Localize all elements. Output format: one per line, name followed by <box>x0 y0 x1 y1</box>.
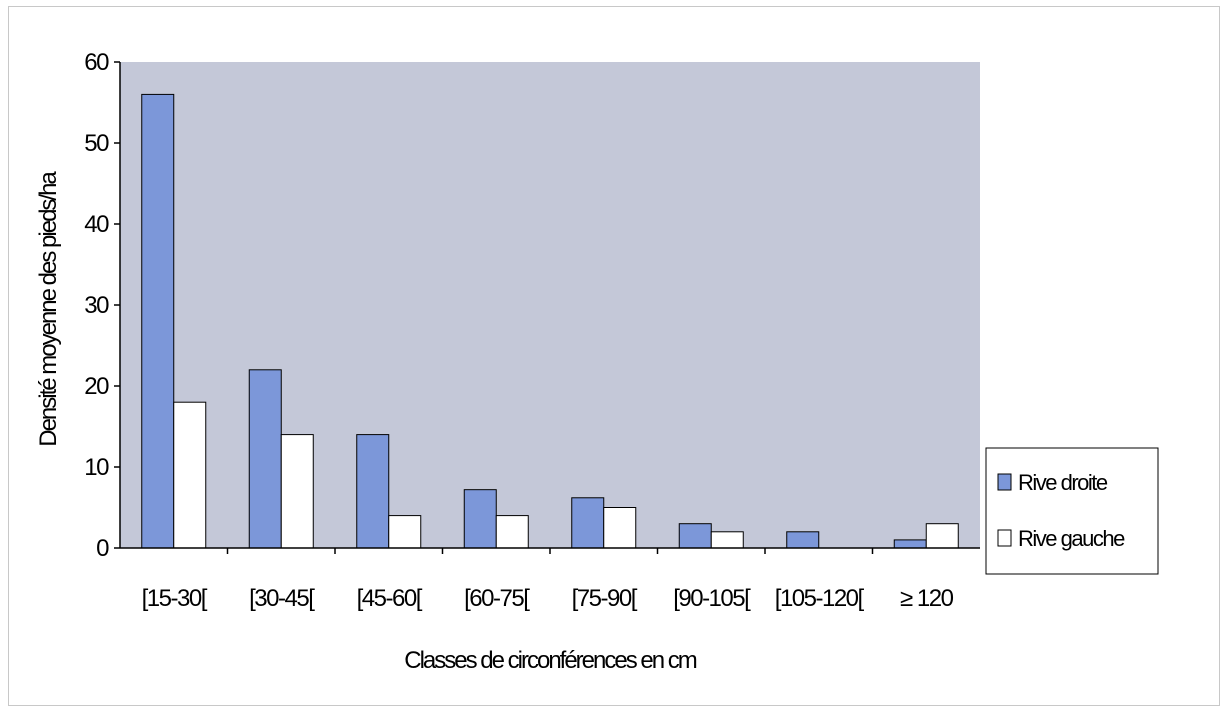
legend-label-rive-gauche: Rive gauche <box>1018 526 1125 551</box>
x-tick-label: [75-90[ <box>572 585 638 612</box>
bars-layer <box>141 93 959 549</box>
legend-box <box>985 447 1159 575</box>
y-tick-label: 20 <box>84 373 109 400</box>
bar-rive-gauche-2 <box>388 515 422 549</box>
legend: Rive droite Rive gauche <box>985 447 1159 575</box>
bar-rive-droite-1 <box>248 369 282 549</box>
bar-rive-droite-3 <box>463 489 497 549</box>
y-tick-label: 30 <box>84 292 109 319</box>
y-tick-label: 10 <box>84 454 109 481</box>
bar-rive-droite-6 <box>786 531 820 549</box>
x-tick-label: [45-60[ <box>357 585 423 612</box>
bar-rive-gauche-4 <box>603 507 637 549</box>
x-ticks: [15-30[ [30-45[ [45-60[ [60-75[ [75-90[ [90-1… <box>142 548 955 612</box>
x-tick-label: [30-45[ <box>249 585 315 612</box>
bar-rive-droite-4 <box>571 497 605 549</box>
y-ticks: 0 10 20 30 40 50 60 <box>84 49 120 562</box>
bar-rive-gauche-5 <box>710 531 744 549</box>
legend-swatch-rive-gauche <box>997 529 1012 547</box>
legend-label-rive-droite: Rive droite <box>1018 470 1108 495</box>
bar-rive-gauche-1 <box>280 434 314 549</box>
bar-rive-gauche-0 <box>173 401 207 549</box>
bar-rive-gauche-3 <box>495 515 529 549</box>
bar-rive-gauche-7 <box>925 523 959 549</box>
bar-rive-droite-0 <box>141 93 175 549</box>
x-axis-title: Classes de circonférences en cm <box>404 647 696 674</box>
y-tick-label: 60 <box>84 49 109 76</box>
y-tick-label: 40 <box>84 211 109 238</box>
y-axis-title: Densité moyenne des pieds/ha <box>35 171 62 447</box>
x-tick-label: [90-105[ <box>673 585 751 612</box>
x-tick-label: [105-120[ <box>775 585 865 612</box>
bar-rive-droite-5 <box>678 523 712 549</box>
bar-rive-droite-2 <box>356 434 390 549</box>
x-tick-label: [60-75[ <box>464 585 530 612</box>
legend-swatch-rive-droite <box>997 473 1012 491</box>
x-tick-label: ≥ 120 <box>900 585 954 612</box>
x-tick-label: [15-30[ <box>142 585 208 612</box>
bar-rive-droite-7 <box>893 539 927 549</box>
y-tick-label: 0 <box>96 535 109 562</box>
y-tick-label: 50 <box>84 130 109 157</box>
